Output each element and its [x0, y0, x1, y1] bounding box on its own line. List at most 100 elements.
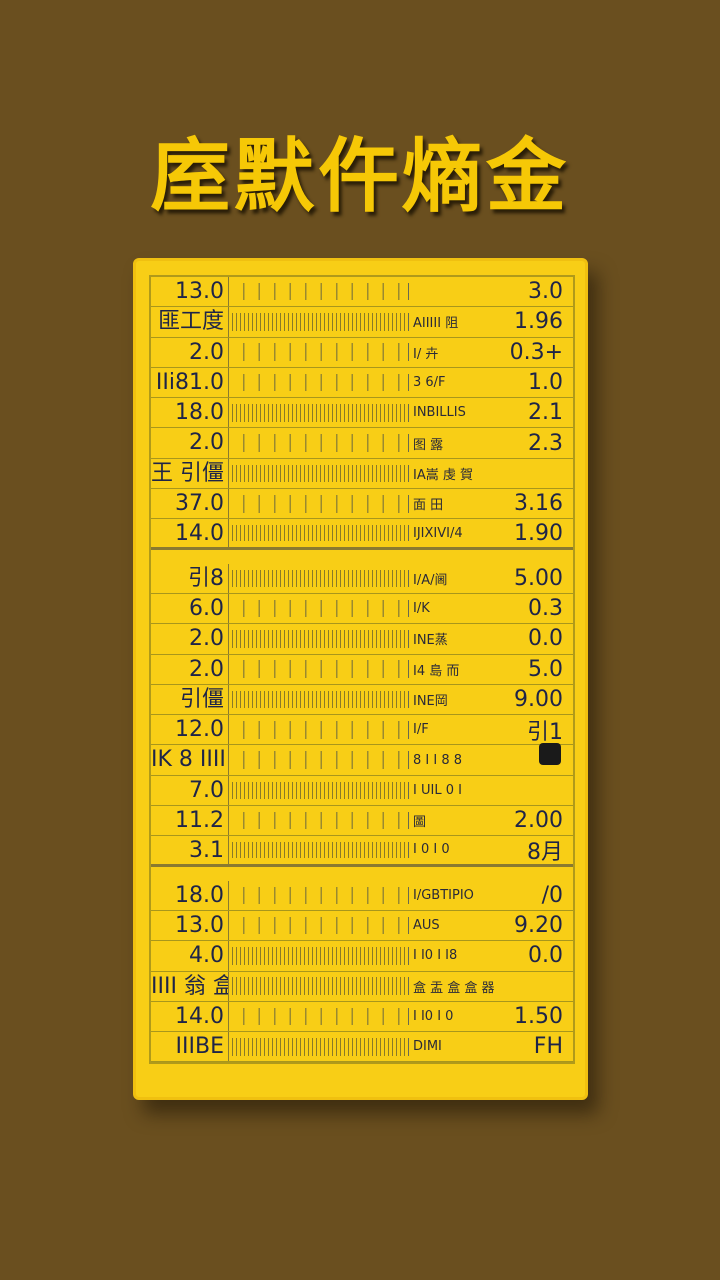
row-label: I/K	[413, 601, 430, 617]
table-row: 13.0 3.0	[151, 277, 573, 308]
row-tick-bar	[229, 313, 409, 331]
row-right-value: 0.0	[528, 943, 563, 969]
row-tick-bar	[229, 916, 409, 935]
row-left-value: 引8	[151, 563, 229, 593]
row-label: 8 I I 8 8	[413, 752, 463, 768]
row-tick-bar	[229, 494, 409, 513]
row-right-value: FH	[533, 1034, 563, 1060]
table-row: 3.1 I 0 I 0 8月	[151, 836, 573, 867]
row-label: 盒 盂 盒 盒 器	[413, 980, 495, 996]
row-left-value: IIII 翁 盒	[151, 971, 229, 1001]
row-label: IJIXIVI/4	[413, 525, 463, 541]
row-label: 面 田	[413, 498, 444, 514]
table-row: 6.0 I/K 0.3	[151, 593, 573, 625]
table-row: IIII 翁 盒 盒 盂 盒 盒 器	[151, 971, 573, 1002]
row-right-value: 5.00	[514, 565, 563, 591]
row-left-value: 引僵	[151, 684, 229, 715]
row-left-value: 18.0	[151, 880, 229, 910]
row-tick-bar	[229, 599, 409, 618]
row-right-value: 2.00	[514, 808, 563, 834]
row-right-value: 1.0	[528, 370, 563, 396]
table-row: 7.0 I UIL 0 I	[151, 775, 573, 807]
row-right-value: 引1	[527, 719, 563, 745]
row-tick-bar	[229, 886, 409, 905]
row-tick-bar	[229, 464, 409, 483]
row-left-value: IIi81.0	[151, 367, 229, 398]
row-left-value: 13.0	[151, 910, 229, 941]
row-right-value: 1.90	[514, 520, 563, 546]
row-left-value: 14.0	[151, 1001, 229, 1032]
row-right-value: /0	[541, 882, 563, 908]
row-tick-bar	[229, 343, 409, 362]
row-tick-bar	[229, 569, 409, 588]
row-right-value: 0.3+	[509, 339, 563, 365]
row-left-value: 2.0	[151, 337, 229, 367]
row-label: I 0 I 0	[413, 842, 450, 858]
row-tick-bar	[229, 434, 409, 452]
table-row: 引僵 INE岡 9.00	[151, 684, 573, 716]
row-left-value: 12.0	[151, 715, 229, 745]
row-right-value: 2.3	[528, 430, 563, 456]
row-right-value: 2.1	[528, 400, 563, 426]
row-right-value: 9.00	[514, 687, 563, 712]
robot-icon	[539, 743, 561, 765]
row-tick-bar	[229, 660, 409, 678]
table-row: 18.0 INBILLIS 2.1	[151, 398, 573, 429]
table-row: 4.0 I I0 I I8 0.0	[151, 941, 573, 972]
table-card: 13.0 3.0 匪工度 AIIIII 阻 1.96 2.0 I/ 卉 0.3+ II…	[133, 258, 588, 1100]
row-tick-bar	[229, 811, 409, 830]
row-left-value: 4.0	[151, 941, 229, 971]
row-left-value: 2.0	[151, 654, 229, 684]
row-left-value: 11.2	[151, 806, 229, 836]
row-tick-bar	[229, 751, 409, 769]
row-label: 3 6/F	[413, 375, 446, 391]
row-left-value: IK 8 IIII	[151, 745, 229, 775]
table-row: 37.0 面 田 3.16	[151, 489, 573, 520]
row-right-value: 1.50	[514, 1003, 563, 1029]
row-tick-bar	[229, 1037, 409, 1056]
table-row: 王 引僵 IA嵩 虔 賀	[151, 458, 573, 490]
table-row: 11.2 圖 2.00	[151, 806, 573, 837]
row-right-value: 9.20	[514, 913, 563, 939]
row-left-value: 3.1	[151, 836, 229, 864]
row-left-value: 13.0	[151, 277, 229, 307]
table-row: 匪工度 AIIIII 阻 1.96	[151, 307, 573, 338]
table-row: 2.0 I4 島 而 5.0	[151, 654, 573, 685]
row-tick-bar	[229, 947, 409, 965]
row-label: AIIIII 阻	[413, 316, 459, 332]
row-left-value: 7.0	[151, 775, 229, 806]
row-left-value: 6.0	[151, 593, 229, 624]
row-label: I/A/阃	[413, 572, 448, 588]
row-tick-bar	[229, 841, 409, 859]
row-right-value: 1.96	[514, 309, 563, 335]
row-left-value: 37.0	[151, 489, 229, 519]
row-label: INE岡	[413, 694, 448, 709]
row-label: DIMI	[413, 1039, 442, 1055]
row-label: I4 島 而	[413, 663, 460, 679]
table-row: 14.0 IJIXIVI/4 1.90	[151, 519, 573, 550]
row-right-value: 0.0	[528, 626, 563, 652]
row-label: I/GBTIPIO	[413, 887, 474, 903]
table-row: 2.0 INE蒸 0.0	[151, 624, 573, 655]
row-tick-bar	[229, 721, 409, 739]
table-row: 2.0 I/ 卉 0.3+	[151, 337, 573, 368]
table-row: 18.0 I/GBTIPIO /0	[151, 880, 573, 911]
row-left-value: 匪工度	[151, 307, 229, 337]
table-row: 13.0 AUS 9.20	[151, 910, 573, 942]
row-left-value: 18.0	[151, 398, 229, 428]
row-tick-bar	[229, 977, 409, 995]
row-label: 圖	[413, 815, 427, 831]
row-label: AUS	[413, 918, 440, 934]
table-row: IIi81.0 3 6/F 1.0	[151, 367, 573, 399]
row-right-value: 3.16	[514, 491, 563, 517]
table-row: 引8 I/A/阃 5.00	[151, 563, 573, 594]
row-tick-bar	[229, 630, 409, 648]
row-tick-bar	[229, 373, 409, 392]
row-label: IA嵩 虔 賀	[413, 467, 473, 483]
row-tick-bar	[229, 690, 409, 709]
row-label: I I0 I I8	[413, 948, 458, 964]
row-tick-bar	[229, 781, 409, 800]
row-right-value: 3.0	[528, 279, 563, 305]
row-left-value: 王 引僵	[151, 458, 229, 489]
row-label: I/ 卉	[413, 346, 439, 362]
